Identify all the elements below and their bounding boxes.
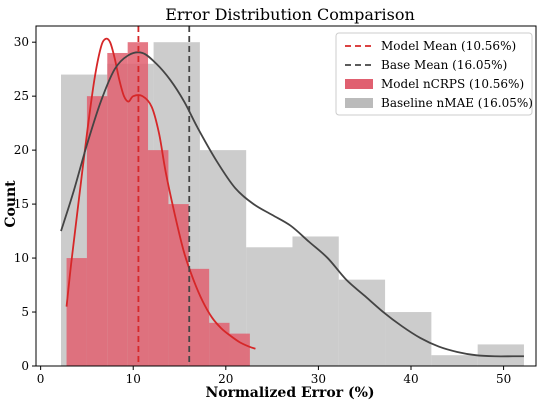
baseline-hist-bar-7 (385, 312, 432, 366)
y-axis-ticks: 0 5 10 15 20 25 30 (14, 35, 36, 373)
legend-entry-0: Model Mean (10.56%) (345, 39, 516, 53)
legend-entry-3: Baseline nMAE (16.05%) (345, 96, 533, 110)
baseline-hist-bar-4 (246, 247, 293, 366)
legend-swatch-3 (345, 98, 373, 108)
y-axis-label: Count (3, 180, 19, 228)
baseline-density-curve (60, 51, 524, 358)
y-tick-label-20: 20 (14, 143, 29, 157)
x-tick-label-40: 40 (403, 372, 418, 386)
legend-label-1: Base Mean (16.05%) (381, 58, 507, 72)
model-hist-bar-2 (107, 52, 128, 366)
x-tick-label-20: 20 (218, 372, 233, 386)
y-tick-label-25: 25 (14, 89, 29, 103)
model-hist-bar-6 (188, 268, 210, 366)
model-hist-bar-1 (86, 96, 108, 367)
baseline-hist-bar-5 (292, 236, 339, 366)
histogram-layer (61, 42, 524, 367)
y-tick-label-10: 10 (14, 251, 29, 265)
plot-frame (35, 25, 537, 367)
y-tick-label-5: 5 (21, 305, 29, 319)
baseline-hist-bar-8 (431, 355, 478, 366)
x-tick-label-50: 50 (496, 372, 511, 386)
model-hist-bar-8 (229, 333, 250, 366)
legend-swatch-2 (345, 79, 373, 89)
legend-label-3: Baseline nMAE (16.05%) (381, 96, 533, 110)
model-density-curve (65, 37, 256, 350)
x-axis-label: Normalized Error (%) (205, 385, 374, 401)
legend-entry-2: Model nCRPS (10.56%) (345, 77, 524, 91)
x-tick-label-10: 10 (126, 372, 141, 386)
density-curve-layer (60, 37, 524, 358)
x-tick-label-30: 30 (311, 372, 326, 386)
model-hist-bar-7 (209, 322, 230, 366)
x-tick-label-0: 0 (37, 372, 45, 386)
model-hist-bar-5 (168, 204, 189, 366)
legend-label-2: Model nCRPS (10.56%) (381, 77, 524, 91)
baseline-hist-bar-9 (477, 344, 524, 366)
model-hist-bar-0 (66, 258, 87, 366)
y-tick-label-0: 0 (21, 359, 29, 373)
legend-label-0: Model Mean (10.56%) (381, 39, 516, 53)
x-axis-ticks: 0 10 20 30 40 50 (37, 366, 511, 386)
legend: Model Mean (10.56%) Base Mean (16.05%) Mod… (335, 32, 533, 116)
y-tick-label-30: 30 (14, 35, 29, 49)
model-hist-bar-3 (127, 42, 149, 366)
legend-box (335, 32, 533, 116)
chart-title: Error Distribution Comparison (165, 5, 415, 24)
legend-entry-1: Base Mean (16.05%) (345, 58, 507, 72)
y-tick-label-15: 15 (14, 197, 29, 211)
mean-line-layer (137, 26, 191, 366)
model-hist-bar-4 (148, 150, 169, 366)
